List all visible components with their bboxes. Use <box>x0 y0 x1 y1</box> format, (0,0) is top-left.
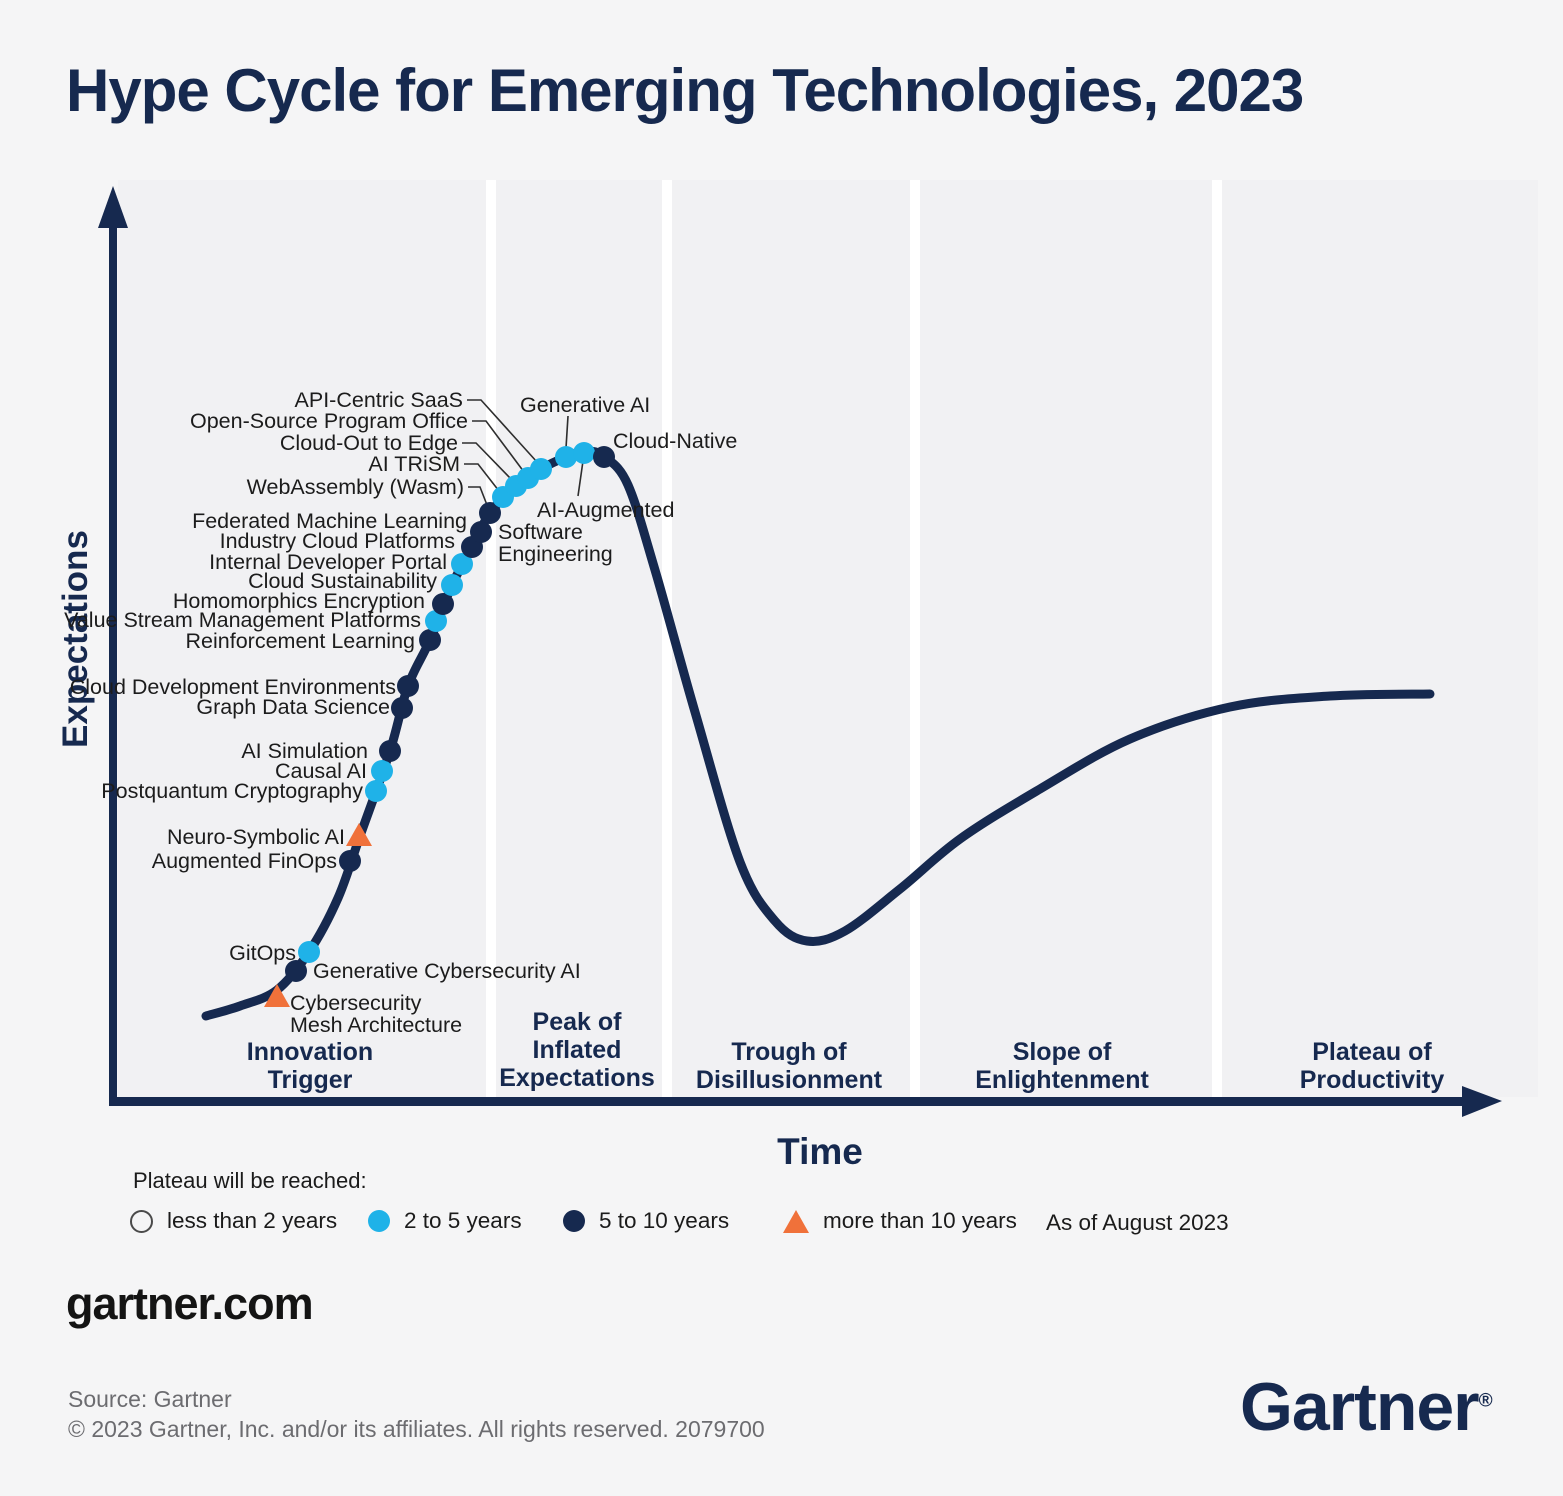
legend-item-label: 5 to 10 years <box>599 1208 730 1233</box>
tech-marker-3 <box>339 850 361 872</box>
legend-item-5-to-10-years: 5 to 10 years <box>563 1206 729 1236</box>
tech-label-federated-machine-learning: Federated Machine Learning <box>192 509 467 533</box>
y-axis-label: Expectations <box>56 530 95 748</box>
legend-heading: Plateau will be reached: <box>133 1168 367 1193</box>
tech-label-neuro-symbolic-ai: Neuro-Symbolic AI <box>166 825 345 849</box>
tech-label-internal-developer-portal: Internal Developer Portal <box>209 550 447 574</box>
tech-marker-1 <box>285 960 307 982</box>
tech-marker-21 <box>530 458 552 480</box>
tech-marker-7 <box>379 740 401 762</box>
tech-label-homomorphics-encryption: Homomorphics Encryption <box>172 589 425 613</box>
leader-open-source-program-office <box>472 420 525 473</box>
phase-panel-slope <box>920 180 1212 1097</box>
phase-label-trough: Trough of Disillusionment <box>695 1038 883 1094</box>
tech-label-api-centric-saas: API-Centric SaaS <box>294 388 463 412</box>
registered-mark: ® <box>1478 1390 1493 1412</box>
page-title: Hype Cycle for Emerging Technologies, 20… <box>66 57 1304 124</box>
gartner-logo-text: Gartner <box>1240 1369 1480 1445</box>
legend-item-2-to-5-years: 2 to 5 years <box>368 1206 522 1236</box>
phase-panel-trough <box>672 180 910 1097</box>
tech-marker-11 <box>425 610 447 632</box>
y-axis-line <box>109 208 117 1102</box>
tech-marker-24 <box>593 446 615 468</box>
leader-lines <box>462 399 584 506</box>
tech-label-industry-cloud-platforms: Industry Cloud Platforms <box>219 529 455 553</box>
tech-marker-6 <box>371 760 393 782</box>
leader-webassembly <box>468 486 488 506</box>
tech-label-reinforcement-learning: Reinforcement Learning <box>185 629 415 653</box>
phase-divider-4 <box>1212 180 1222 1097</box>
legend-item-less-than-2-years: less than 2 years <box>130 1206 337 1236</box>
gartner-logo: Gartner® <box>1240 1368 1493 1446</box>
tech-marker-22 <box>555 446 577 468</box>
as-of-date: As of August 2023 <box>1046 1210 1229 1235</box>
phase-label-innovation-trigger: Innovation Trigger <box>246 1038 374 1094</box>
tech-label-webassembly: WebAssembly (Wasm) <box>246 475 464 499</box>
tech-label-graph-data-science: Graph Data Science <box>196 695 390 719</box>
source-note: Source: Gartner <box>68 1386 232 1412</box>
leader-cloud-out-to-edge <box>462 442 513 481</box>
phase-label-peak: Peak of Inflated Expectations <box>499 1008 655 1092</box>
tech-label-generative-cybersecurity-ai: Generative Cybersecurity AI <box>313 959 581 983</box>
phase-divider-3 <box>910 180 920 1097</box>
tech-marker-13 <box>441 574 463 596</box>
legend-item-more-than-10-years: more than 10 years <box>783 1206 1017 1236</box>
tech-marker-2 <box>298 941 320 963</box>
legend-item-label: less than 2 years <box>167 1208 338 1233</box>
tech-marker-8 <box>391 697 413 719</box>
tech-label-ai-simulation: AI Simulation <box>241 739 368 763</box>
tech-marker-12 <box>432 593 454 615</box>
tech-marker-17 <box>479 502 501 524</box>
leader-ai-augmented <box>577 460 584 497</box>
triangle-orange-icon <box>783 1209 809 1233</box>
tech-marker-5 <box>365 780 387 802</box>
tech-label-ai-trism: AI TRiSM <box>368 452 460 476</box>
x-axis-line <box>109 1097 1469 1106</box>
tech-label-cloud-sustainability: Cloud Sustainability <box>248 569 437 593</box>
x-axis-arrowhead <box>1462 1086 1502 1117</box>
tech-marker-9 <box>397 675 419 697</box>
phase-label-plateau: Plateau of Productivity <box>1299 1038 1445 1094</box>
tech-label-cybersecurity-mesh-architecture: Cybersecurity Mesh Architecture <box>290 991 463 1037</box>
technology-markers <box>264 442 615 1007</box>
tech-label-generative-ai: Generative AI <box>520 393 651 417</box>
leader-generative-ai <box>565 415 569 449</box>
tech-label-augmented-finops: Augmented FinOps <box>151 849 337 873</box>
tech-label-cloud-out-to-edge: Cloud-Out to Edge <box>279 431 458 455</box>
phase-divider-1 <box>486 180 496 1097</box>
tech-label-cloud-development-environments: Cloud Development Environments <box>69 675 396 699</box>
phase-label-slope: Slope of Enlightenment <box>975 1038 1149 1094</box>
gartner-site-link[interactable]: gartner.com <box>66 1278 314 1329</box>
copyright-note: © 2023 Gartner, Inc. and/or its affiliat… <box>68 1416 765 1442</box>
tech-marker-23 <box>573 442 595 464</box>
tech-marker-10 <box>419 629 441 651</box>
phase-panel-peak <box>496 180 662 1097</box>
tech-label-postquantum-cryptography: Postquantum Cryptography <box>101 779 363 803</box>
circle-outline-icon <box>130 1209 153 1233</box>
tech-label-open-source-program-office: Open-Source Program Office <box>189 409 468 433</box>
phase-divider-2 <box>662 180 672 1097</box>
tech-marker-4 <box>346 823 372 846</box>
tech-label-causal-ai: Causal AI <box>274 759 367 783</box>
legend-item-label: 2 to 5 years <box>404 1208 522 1233</box>
tech-label-cloud-native: Cloud-Native <box>613 429 738 453</box>
tech-marker-14 <box>451 553 473 575</box>
circle-cyan-icon <box>368 1210 390 1232</box>
circle-navy-icon <box>563 1210 585 1232</box>
tech-label-gitops: GitOps <box>229 941 296 965</box>
leader-ai-trism <box>464 463 500 492</box>
tech-marker-0 <box>264 984 290 1007</box>
tech-label-ai-augmented-software-engineering: AI-Augmented Software Engineering <box>498 498 675 566</box>
leader-api-centric-saas <box>467 399 538 463</box>
legend-item-label: more than 10 years <box>823 1208 1017 1233</box>
y-axis-arrowhead <box>98 186 128 228</box>
phase-panel-plateau <box>1222 180 1538 1097</box>
tech-label-value-stream-management-platforms: Value Stream Management Platforms <box>64 608 421 632</box>
tech-marker-16 <box>470 521 492 543</box>
x-axis-label: Time <box>777 1131 863 1172</box>
